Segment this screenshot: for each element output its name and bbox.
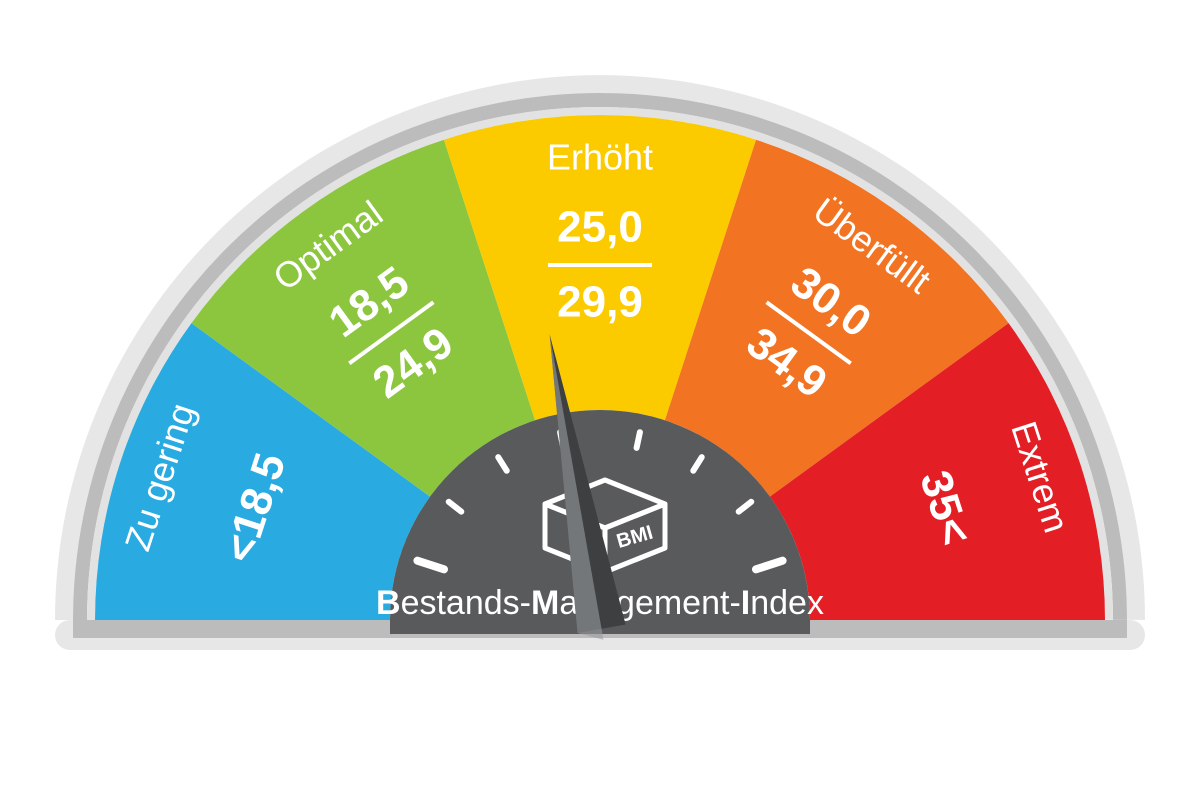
gauge-stage: Zu gering<18,5Optimal18,524,9Erhöht25,02… bbox=[0, 0, 1200, 800]
segment-label-2: Erhöht bbox=[547, 137, 653, 178]
segment-value-high-2: 29,9 bbox=[557, 278, 643, 327]
gauge-svg: Zu gering<18,5Optimal18,524,9Erhöht25,02… bbox=[0, 0, 1200, 800]
segment-value-low-2: 25,0 bbox=[557, 203, 643, 252]
